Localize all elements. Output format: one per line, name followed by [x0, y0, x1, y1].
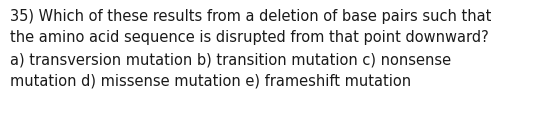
Text: 35) Which of these results from a deletion of base pairs such that
the amino aci: 35) Which of these results from a deleti… [10, 9, 492, 89]
